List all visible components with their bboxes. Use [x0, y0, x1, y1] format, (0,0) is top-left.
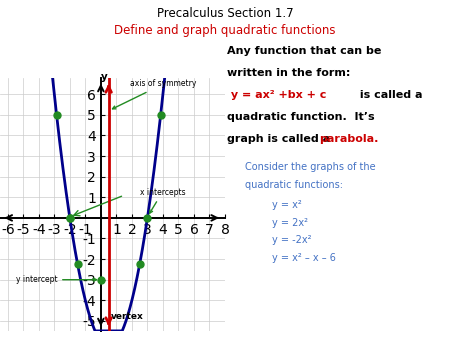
- Text: Consider the graphs of the: Consider the graphs of the: [245, 162, 376, 172]
- Text: quadratic functions:: quadratic functions:: [245, 180, 343, 190]
- Text: y = 2x²: y = 2x²: [272, 218, 308, 228]
- Text: vertex: vertex: [111, 312, 144, 321]
- Point: [157, 112, 164, 118]
- Point: [136, 262, 143, 267]
- Text: Define and graph quadratic functions: Define and graph quadratic functions: [114, 24, 336, 37]
- Point: [66, 215, 73, 221]
- Point: [74, 262, 81, 267]
- Text: x intercepts: x intercepts: [140, 188, 185, 213]
- Text: y = x² – x – 6: y = x² – x – 6: [272, 253, 336, 263]
- Text: Any function that can be: Any function that can be: [227, 46, 382, 56]
- Point: [53, 112, 60, 118]
- Text: y = x²: y = x²: [272, 200, 302, 210]
- Text: y: y: [101, 72, 108, 82]
- Text: graph is called a: graph is called a: [227, 134, 334, 144]
- Text: written in the form:: written in the form:: [227, 68, 351, 78]
- Text: axis of symmetry: axis of symmetry: [112, 79, 197, 109]
- Point: [144, 215, 151, 221]
- Text: y = ax² +bx + c: y = ax² +bx + c: [227, 90, 327, 100]
- Point: [66, 215, 73, 221]
- Text: Precalculus Section 1.7: Precalculus Section 1.7: [157, 7, 293, 20]
- Text: is called a: is called a: [356, 90, 422, 100]
- Text: y intercept: y intercept: [15, 275, 97, 284]
- Text: parabola.: parabola.: [320, 134, 379, 144]
- Text: quadratic function.  It’s: quadratic function. It’s: [227, 112, 375, 122]
- Point: [97, 277, 104, 283]
- Text: y = -2x²: y = -2x²: [272, 235, 312, 245]
